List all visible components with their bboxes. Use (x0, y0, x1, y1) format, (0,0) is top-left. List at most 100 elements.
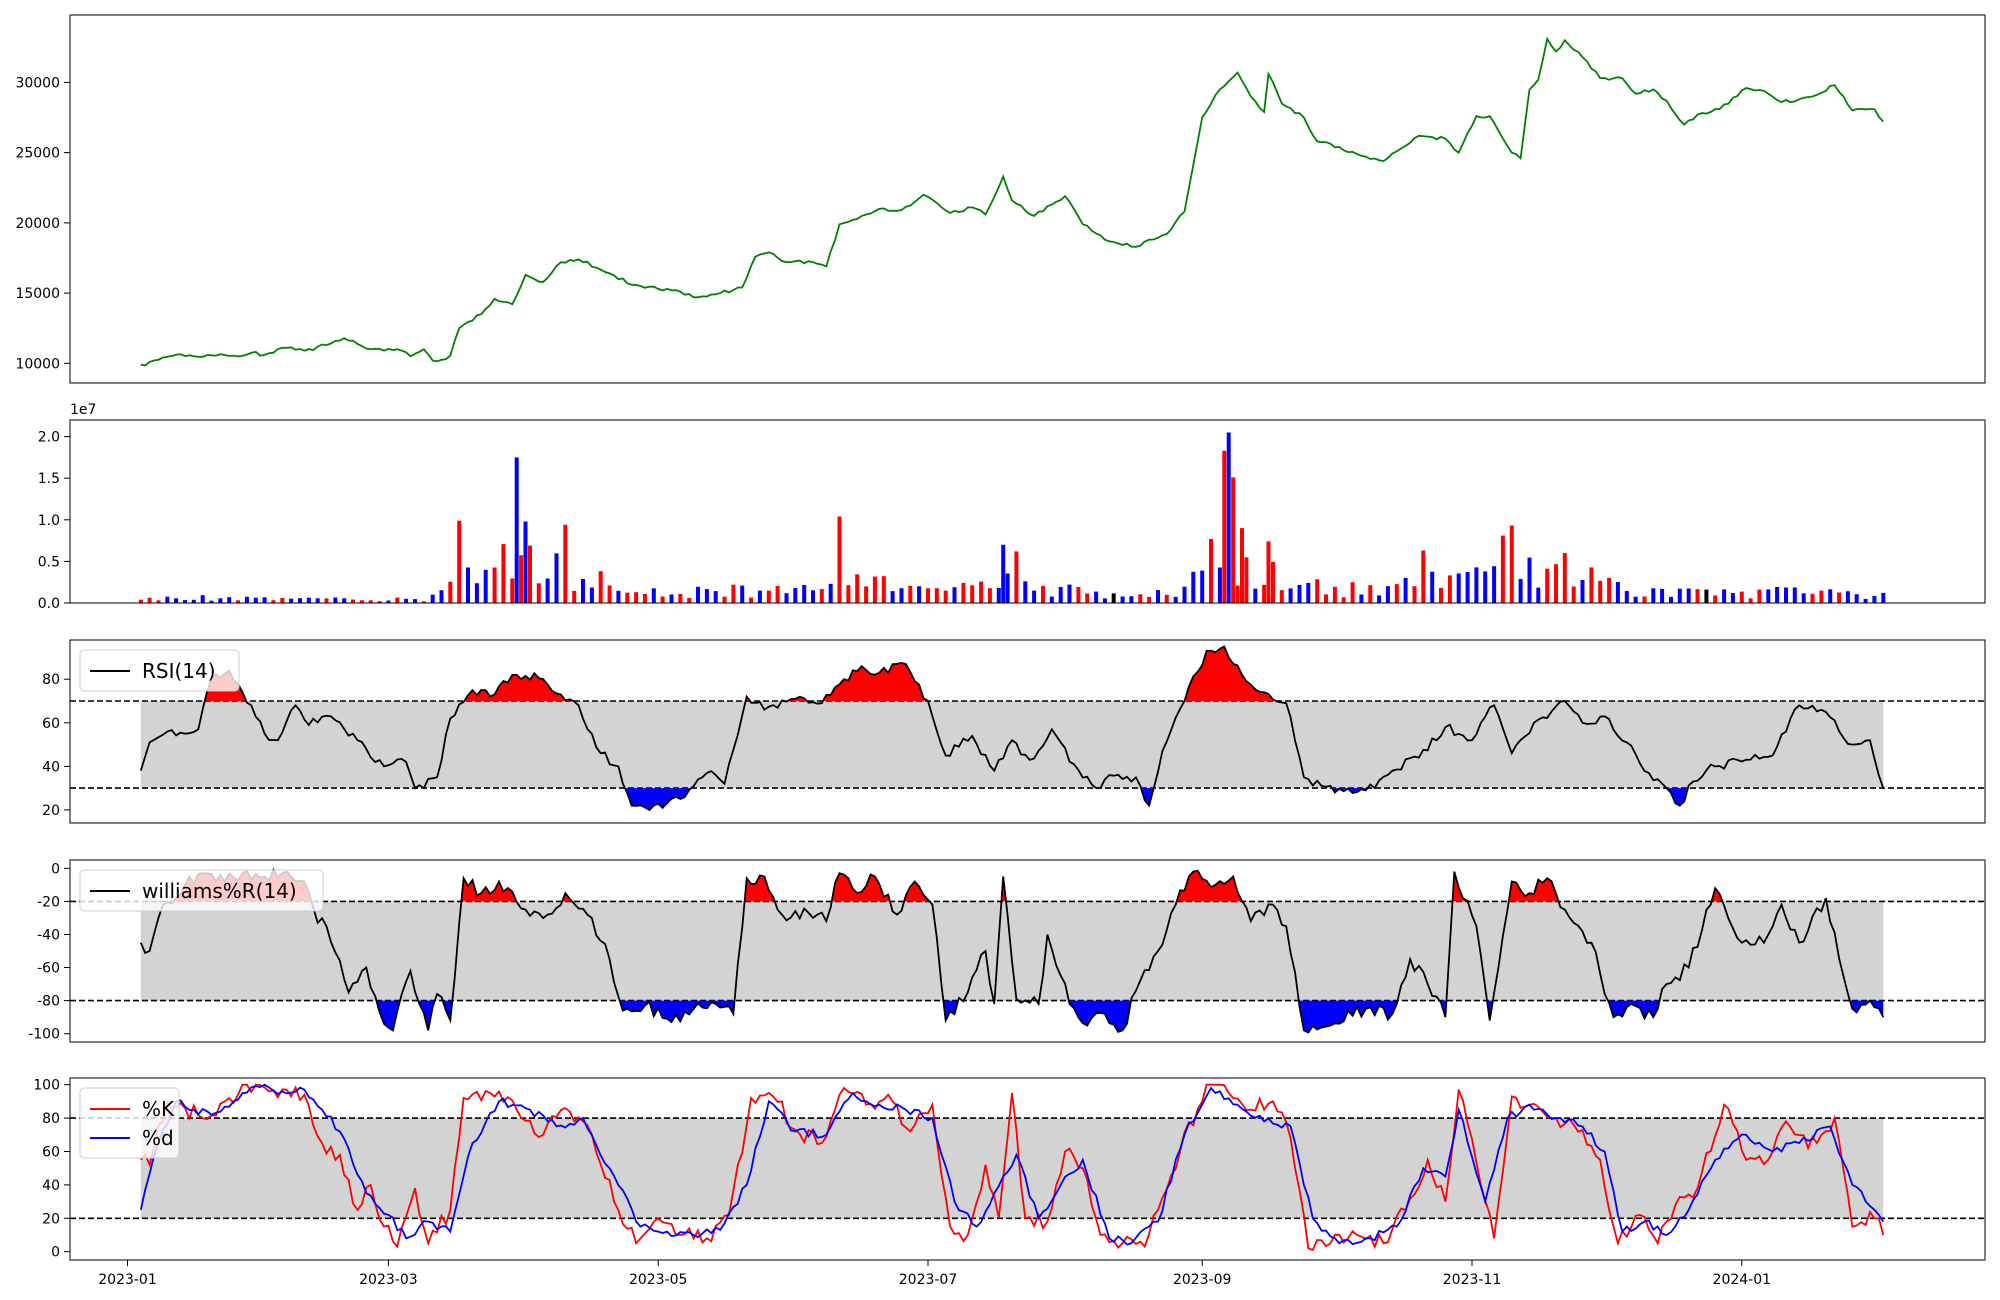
stochastic-d-line (139, 1083, 1885, 1246)
volume-bar (483, 569, 488, 603)
williams-legend (79, 869, 324, 912)
volume-bar (802, 585, 807, 603)
rsi-panel: 20 40 60 80 RSI(14) (42, 639, 1986, 824)
stochastic-panel: 0 20 40 60 80 100 %K %d (33, 1077, 1986, 1261)
volume-bar (952, 587, 957, 603)
volume-bar (704, 589, 709, 603)
volume-bar (448, 581, 453, 603)
williams-frame (69, 859, 1986, 1043)
volume-bar (908, 585, 913, 603)
volume-bar (943, 590, 948, 603)
williams-overbought-fill (831, 873, 890, 902)
volume-bar (156, 600, 161, 603)
volume-bar (722, 596, 727, 603)
volume-bar (1102, 598, 1107, 603)
volume-bar (430, 594, 435, 603)
volume-bar (333, 597, 338, 603)
volume-bar (1306, 582, 1311, 603)
volume-bar (1509, 525, 1514, 603)
williams-overbought-fill (461, 878, 517, 902)
volume-bar (1032, 590, 1037, 603)
volume-bar (872, 576, 877, 603)
volume-bar (218, 598, 223, 603)
volume-bar (1722, 589, 1727, 603)
rsi-legend-label: RSI(14) (142, 659, 216, 683)
volume-bar (1266, 541, 1271, 603)
rsi-neutral-band (140, 701, 1884, 789)
volume-bar (1624, 591, 1629, 603)
volume-bar (1156, 590, 1160, 603)
rsi-overbought-fill (464, 673, 574, 701)
volume-frame (69, 419, 1986, 604)
williams-y-tick-label: -20 (37, 894, 60, 910)
volume-bar (1111, 593, 1116, 603)
volume-bar (236, 600, 241, 603)
williams-overbought-fill (1508, 878, 1559, 902)
x-tick-label: 2023-07 (899, 1272, 958, 1288)
volume-bar (253, 597, 258, 603)
volume-bar (342, 598, 347, 603)
williams-line (139, 867, 1885, 1034)
volume-bar (244, 596, 249, 603)
volume-bar (961, 583, 966, 603)
rsi-frame (69, 639, 1986, 824)
volume-bar (138, 599, 143, 603)
volume-bar (200, 595, 205, 603)
rsi-legend (79, 649, 240, 692)
volume-bar (1240, 528, 1244, 603)
volume-bar (174, 598, 179, 603)
volume-bar (1226, 432, 1231, 603)
volume-bar (1164, 594, 1169, 603)
stochastic-y-tick-label: 20 (42, 1211, 60, 1227)
volume-bar (1775, 587, 1780, 603)
volume-bar (523, 521, 528, 603)
williams-y-tick-label: -80 (37, 994, 60, 1010)
rsi-oversold-fill (624, 788, 692, 810)
volume-bar (147, 597, 152, 603)
volume-bar (1633, 596, 1638, 603)
volume-bar (1527, 557, 1532, 603)
volume-bar (1209, 539, 1213, 603)
stochastic-legend (79, 1087, 180, 1159)
volume-bar (1076, 587, 1081, 603)
volume-bar (545, 578, 550, 603)
volume-bar (740, 585, 745, 603)
stochastic-frame (69, 1077, 1986, 1261)
price-y-tick-label: 20000 (15, 216, 60, 232)
volume-bar (1067, 584, 1072, 603)
volume-bar (1792, 587, 1797, 603)
volume-bar (1023, 581, 1028, 603)
volume-bar (1049, 596, 1054, 603)
volume-bar (377, 601, 382, 603)
williams-neutral-band (140, 901, 1884, 1001)
volume-bar (359, 600, 364, 603)
volume-bar (1085, 593, 1090, 603)
volume-bar (183, 600, 187, 603)
volume-bar (1854, 594, 1859, 603)
volume-bar (1845, 591, 1850, 603)
volume-bar (1253, 588, 1258, 603)
volume-bar (934, 588, 939, 603)
volume-bar (855, 574, 860, 603)
volume-bar (581, 579, 585, 603)
volume-bar (1412, 586, 1417, 603)
rsi-overbought-fill (823, 662, 928, 701)
volume-bar (1332, 586, 1337, 603)
rsi-y-tick-label: 60 (42, 716, 60, 732)
volume-y-tick-label: 1.0 (38, 513, 60, 529)
volume-bar (970, 585, 975, 603)
stochastic-legend-label: %d (142, 1126, 174, 1150)
volume-bar (262, 597, 267, 603)
price-y-tick-label: 25000 (15, 146, 60, 162)
volume-bar (793, 588, 798, 603)
volume-bar (1439, 587, 1443, 603)
volume-bar (1262, 584, 1267, 603)
williams-oversold-fill (619, 1000, 735, 1023)
volume-bar (1492, 566, 1497, 603)
volume-bar (324, 598, 329, 603)
volume-bar (1748, 598, 1753, 603)
volume-bar (1483, 571, 1488, 603)
volume-bar (421, 601, 426, 603)
x-tick-label: 2023-03 (359, 1272, 418, 1288)
